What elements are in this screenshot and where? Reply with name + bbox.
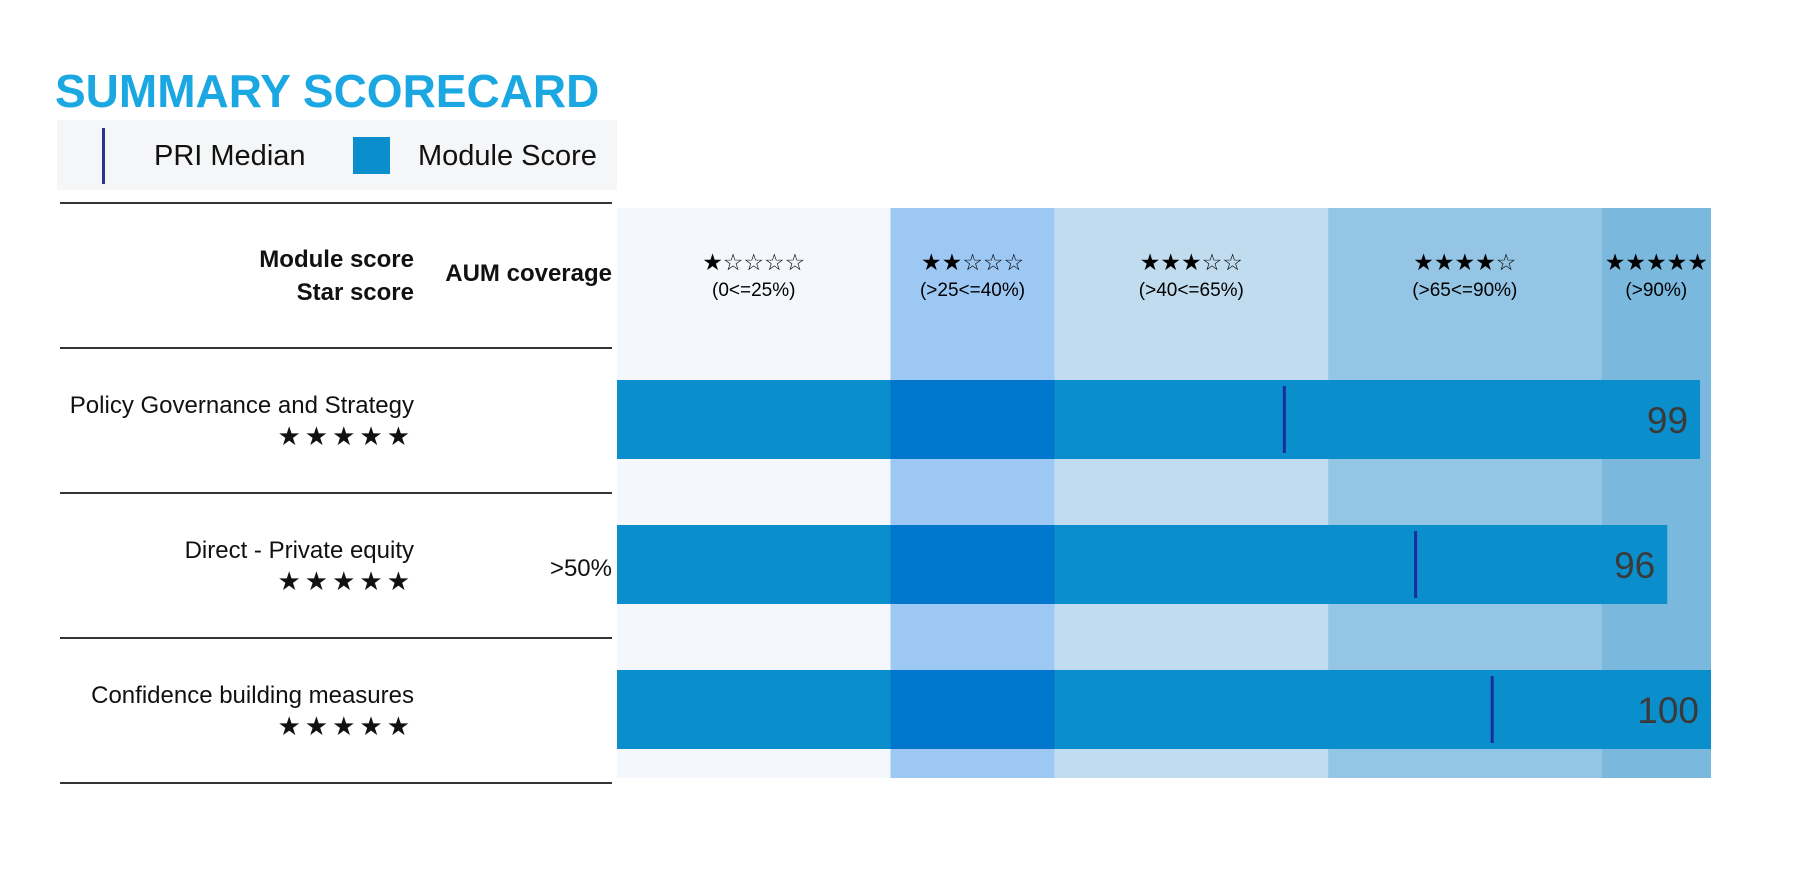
- band-stars-label: ★☆☆☆☆: [702, 250, 805, 276]
- module-score-value: 96: [1614, 545, 1655, 586]
- row-name: Direct - Private equity: [184, 537, 414, 564]
- row-name: Policy Governance and Strategy: [69, 392, 414, 419]
- module-score-bar: [617, 380, 1701, 459]
- row-stars: ★★★★★: [277, 711, 414, 741]
- band-range-label: (>65<=90%): [1412, 280, 1517, 301]
- legend-median-label: PRI Median: [154, 140, 306, 172]
- legend-module-label: Module Score: [418, 140, 597, 172]
- band-stars-label: ★★★★★: [1605, 250, 1708, 276]
- module-score-bar: [617, 670, 1711, 749]
- row-stars: ★★★★★: [277, 421, 414, 451]
- band-stars-label: ★★★☆☆: [1140, 250, 1243, 276]
- divider: [60, 492, 612, 494]
- bar-band-overlap: [890, 525, 1055, 604]
- star-score-header-label: Star score: [296, 279, 414, 306]
- aum-coverage-header: AUM coverage: [445, 260, 612, 287]
- bar-band-overlap: [890, 380, 1055, 459]
- bar-band-overlap: [890, 670, 1055, 749]
- divider: [60, 637, 612, 639]
- band-range-label: (>40<=65%): [1139, 280, 1244, 301]
- row-stars: ★★★★★: [277, 566, 414, 596]
- legend-median-swatch: [102, 128, 105, 184]
- legend-module-swatch: [353, 137, 390, 174]
- divider: [60, 347, 612, 349]
- module-score-value: 99: [1647, 400, 1688, 441]
- divider: [60, 202, 612, 204]
- divider: [60, 782, 612, 784]
- module-score-value: 100: [1637, 690, 1699, 731]
- page-title: SUMMARY SCORECARD: [55, 65, 600, 117]
- band-range-label: (>90%): [1625, 280, 1687, 301]
- band-stars-label: ★★☆☆☆: [921, 250, 1024, 276]
- band-range-label: (>25<=40%): [920, 280, 1025, 301]
- band-range-label: (0<=25%): [712, 280, 795, 301]
- module-score-header: Module score Star score: [60, 243, 414, 309]
- band-stars-label: ★★★★☆: [1413, 250, 1516, 276]
- module-score-bar: [617, 525, 1668, 604]
- legend: PRI Median Module Score: [57, 120, 617, 190]
- module-score-header-label: Module score: [259, 246, 414, 273]
- row-aum: >50%: [549, 555, 612, 582]
- row-name: Confidence building measures: [91, 682, 414, 709]
